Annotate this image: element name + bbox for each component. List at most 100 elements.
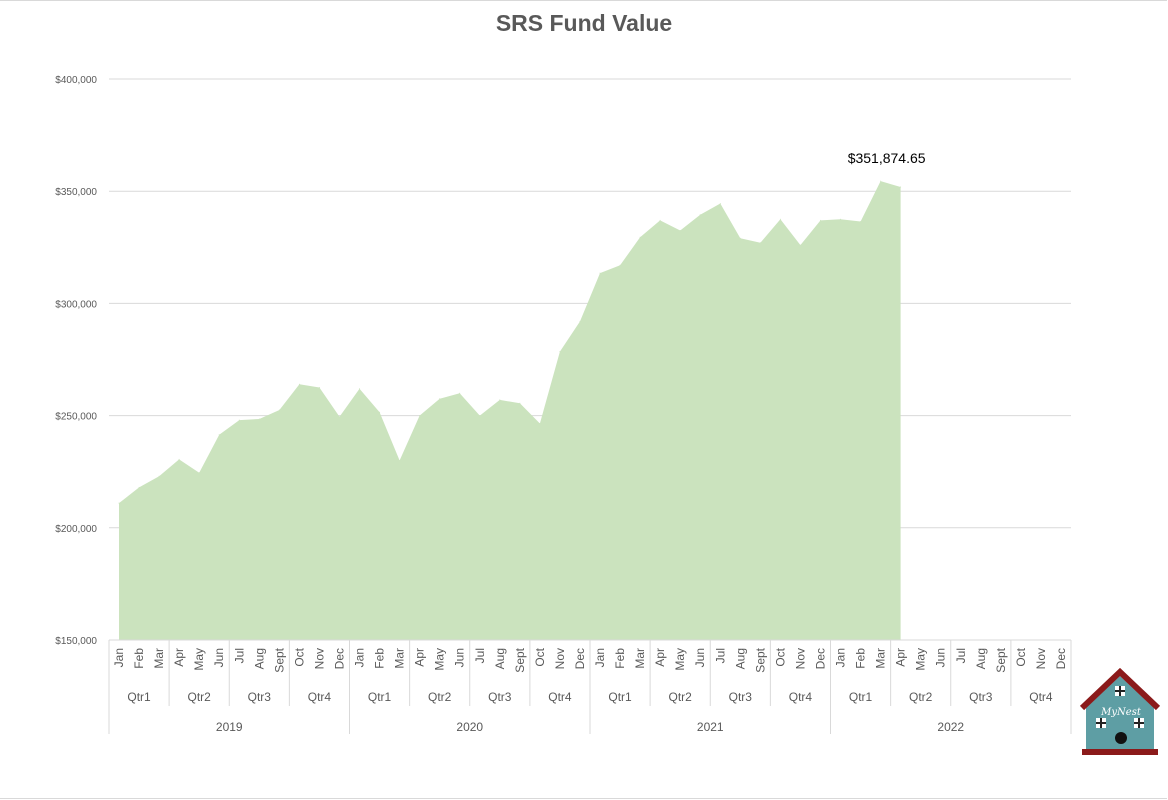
x-month-label: Jan [353,648,367,667]
x-month-label: Apr [653,648,667,667]
x-month-label: May [914,648,928,671]
x-month-label: Jun [453,648,467,667]
data-point [779,218,781,220]
data-point [579,320,581,322]
data-point [739,237,741,239]
data-point [479,415,481,417]
x-quarter-label: Qtr3 [969,690,993,704]
x-month-label: Dec [814,648,828,669]
data-point [860,221,862,222]
data-point [900,186,902,188]
x-month-label: Dec [573,648,587,669]
data-point [519,402,521,404]
x-month-label: May [433,648,447,671]
data-point [118,502,120,504]
x-month-label: Oct [533,647,547,666]
x-month-label: Oct [1014,647,1028,666]
x-month-label: Jan [834,648,848,667]
x-month-label: Mar [633,648,647,669]
x-month-label: Mar [393,648,407,669]
data-point [419,415,421,417]
data-point [619,264,621,266]
x-month-label: May [673,648,687,671]
x-month-label: Sept [994,647,1008,672]
data-point [659,219,661,221]
x-quarter-label: Qtr2 [909,690,933,704]
chart-title: SRS Fund Value [495,10,673,36]
x-month-label: Apr [413,648,427,667]
data-point [158,475,160,477]
mynest-logo: MyNest [1078,668,1162,756]
data-point [719,203,721,204]
logo-wall [1086,676,1154,750]
y-tick-label: $200,000 [55,524,97,535]
data-point [359,388,360,390]
x-month-label: Feb [132,648,146,669]
x-month-label: Mar [152,648,166,669]
x-quarter-label: Qtr3 [248,690,272,704]
x-month-label: May [192,648,206,671]
x-month-label: Jun [693,648,707,667]
x-quarter-label: Qtr4 [548,690,572,704]
data-point [298,383,300,385]
data-point [138,486,140,488]
data-point [339,416,340,418]
data-point [639,236,641,238]
x-month-label: Apr [172,648,186,667]
x-month-label: Dec [1054,648,1068,669]
x-month-label: Feb [613,648,627,669]
logo-window-top [1115,686,1125,696]
logo-door [1115,732,1127,744]
x-month-label: Jul [954,648,968,663]
x-month-label: Jan [593,648,607,667]
data-point [218,434,220,436]
x-month-label: Feb [854,648,868,669]
data-point [278,409,280,411]
data-point [439,398,441,400]
x-month-label: Aug [974,648,988,669]
x-month-label: Dec [333,648,347,669]
x-quarter-label: Qtr2 [428,690,452,704]
x-quarter-label: Qtr4 [789,690,813,704]
logo-window-left [1096,718,1106,728]
area-series [119,181,901,640]
data-point [399,460,401,461]
x-quarter-label: Qtr1 [368,690,392,704]
x-month-label: Aug [493,648,507,669]
x-quarter-label: Qtr1 [849,690,873,704]
data-point [539,423,541,424]
x-month-label: Aug [252,648,266,669]
x-month-label: Jul [473,648,487,663]
logo-window-right [1134,718,1144,728]
x-quarter-label: Qtr2 [188,690,212,704]
y-tick-label: $150,000 [55,636,97,647]
y-tick-label: $400,000 [55,75,97,86]
x-quarter-label: Qtr4 [1029,690,1053,704]
x-month-label: Nov [312,648,326,669]
x-month-label: Nov [793,648,807,669]
x-month-label: Jun [934,648,948,667]
data-point [198,472,200,474]
x-month-label: Oct [292,647,306,666]
data-point [699,214,701,216]
data-point [178,458,180,460]
y-tick-label: $250,000 [55,412,97,423]
x-month-label: Nov [553,648,567,669]
data-point [459,392,461,394]
x-month-label: Jan [112,648,126,667]
x-quarter-label: Qtr4 [308,690,332,704]
data-point [679,230,681,231]
y-tick-label: $300,000 [55,299,97,310]
data-point [559,351,561,353]
x-month-label: Jul [713,648,727,663]
data-point [499,399,501,401]
x-month-label: Aug [733,648,747,669]
logo-roof [1079,668,1161,711]
x-quarter-label: Qtr1 [127,690,151,704]
x-year-label: 2021 [697,720,724,734]
data-point [880,180,882,182]
data-point [599,272,601,274]
data-label: $351,874.65 [848,150,926,166]
